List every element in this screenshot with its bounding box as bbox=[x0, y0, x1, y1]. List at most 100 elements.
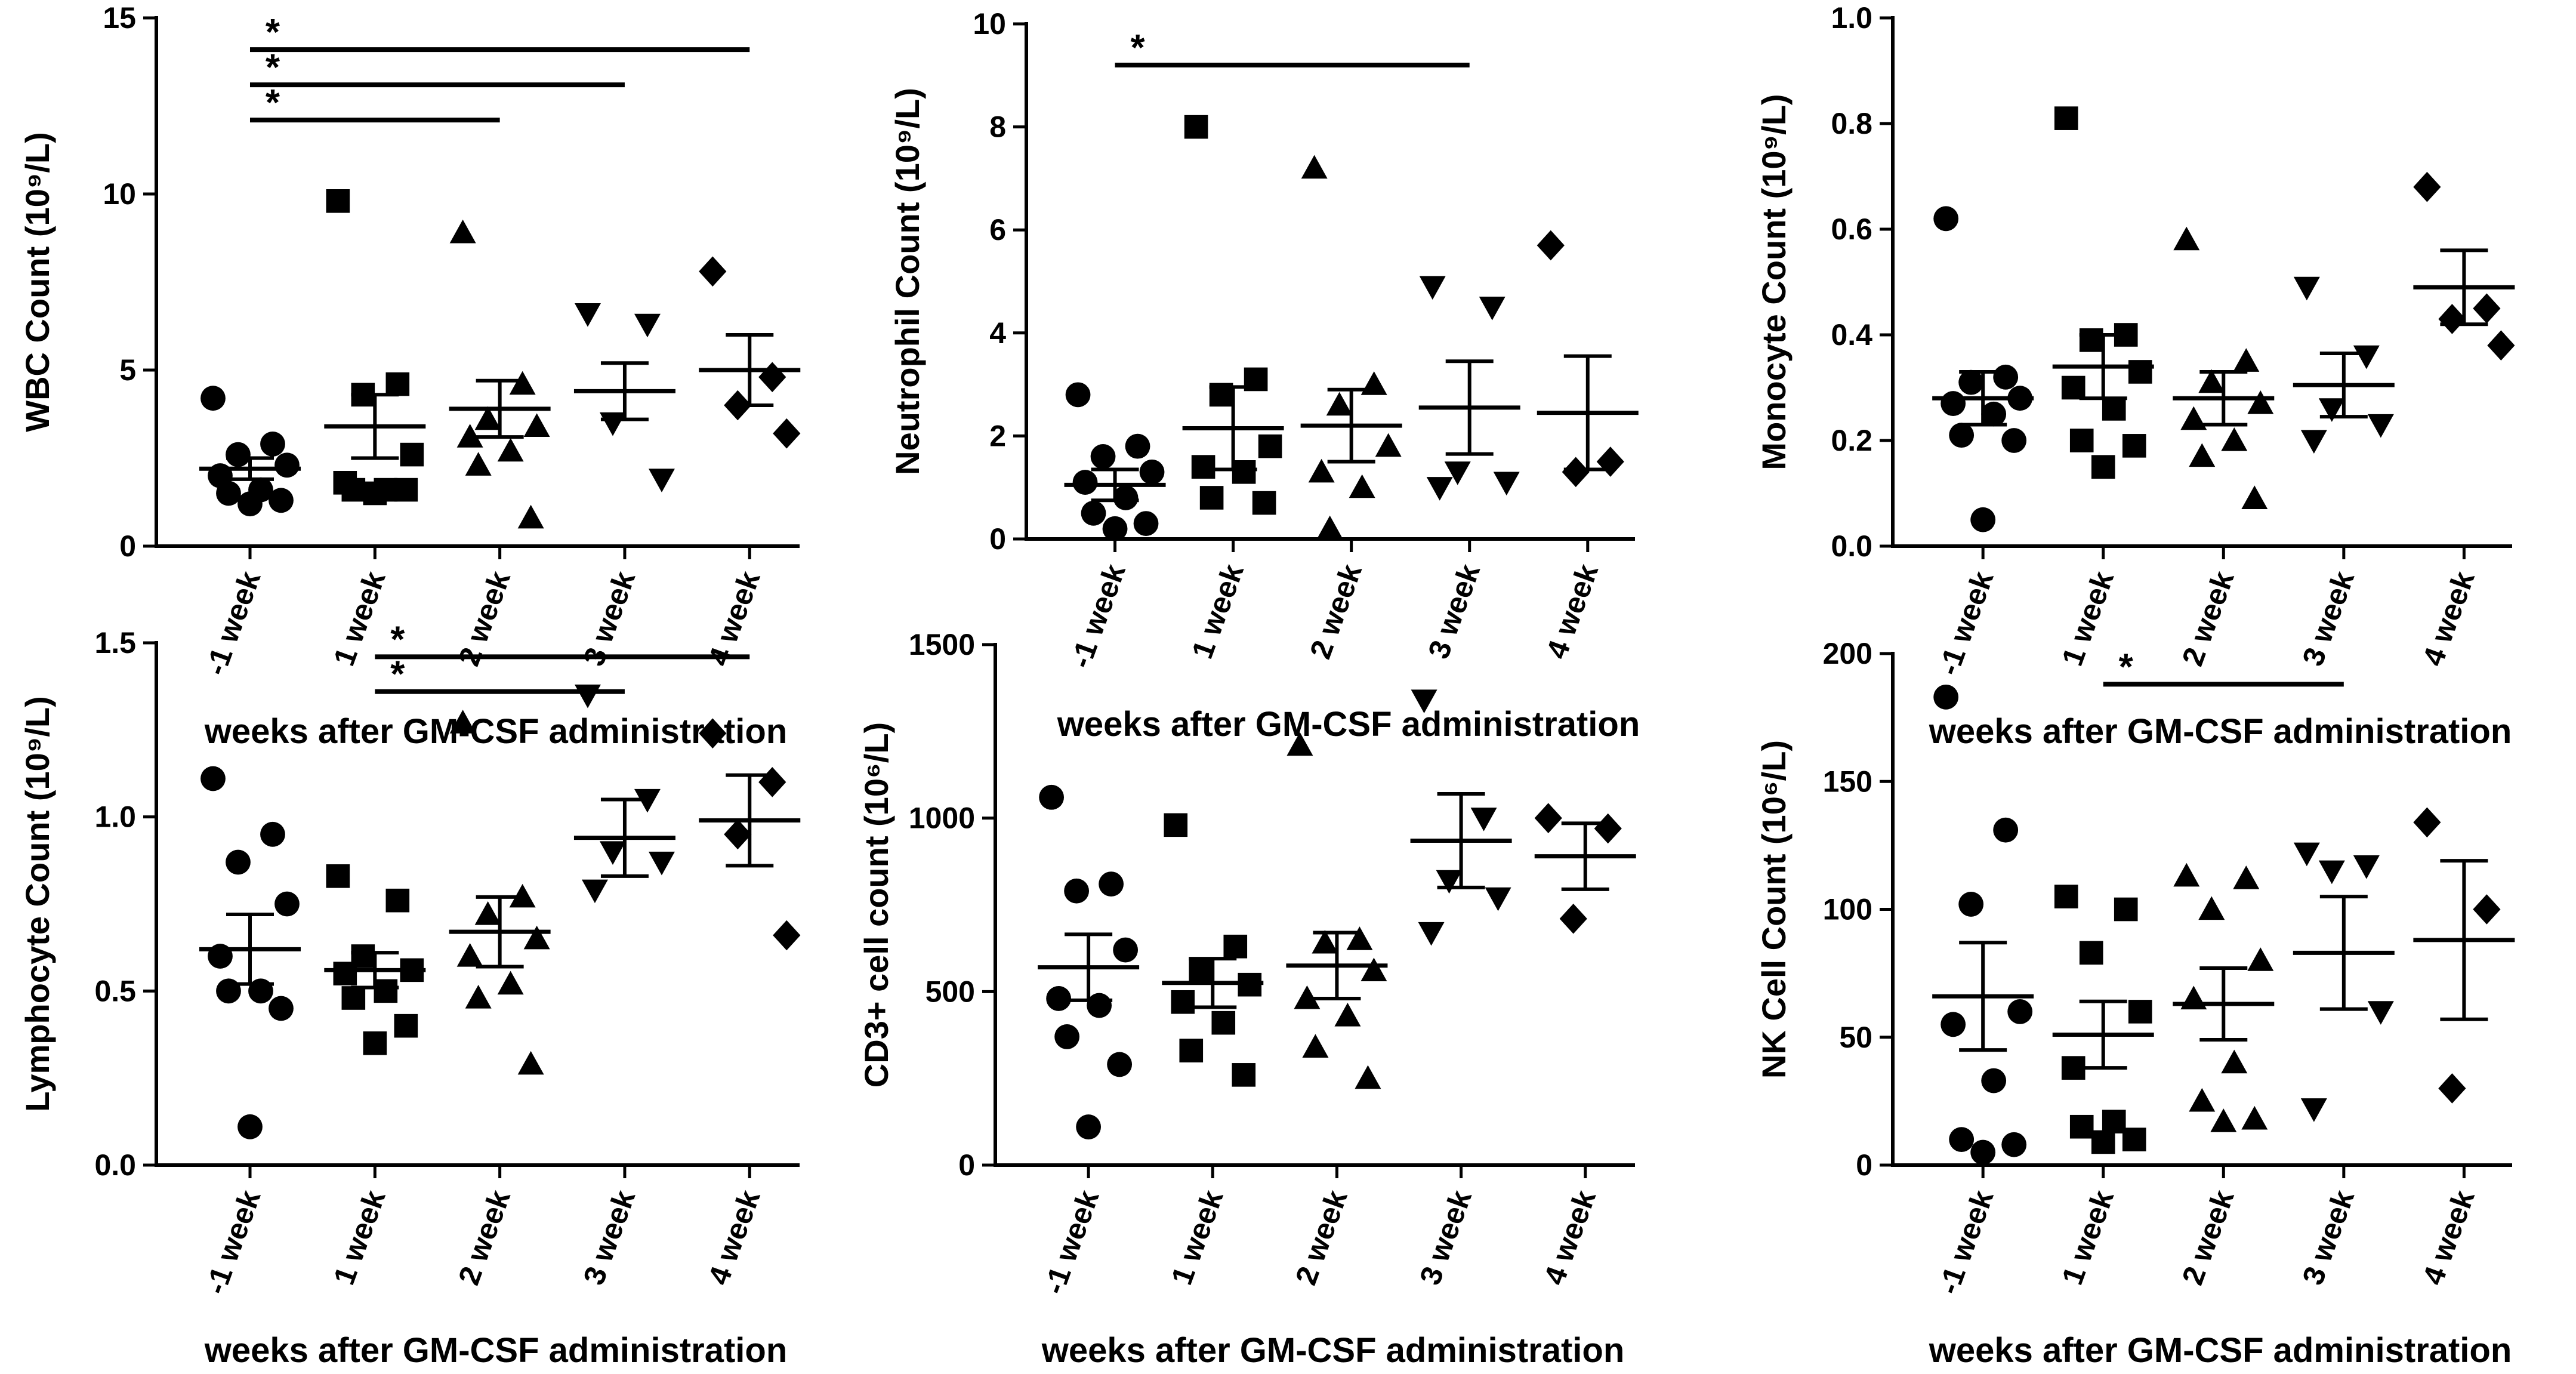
y-tick-label: 500 bbox=[925, 975, 975, 1008]
data-point bbox=[2069, 1114, 2094, 1139]
x-tick-label: -1 week bbox=[199, 566, 267, 679]
data-point bbox=[523, 413, 550, 437]
data-point bbox=[200, 386, 226, 411]
data-point bbox=[1418, 922, 1445, 946]
data-point bbox=[724, 819, 752, 850]
data-point bbox=[1375, 433, 1402, 457]
y-axis-label: CD3+ cell count (10⁶/L) bbox=[857, 722, 895, 1088]
x-tick-label: 3 week bbox=[2296, 1185, 2361, 1289]
data-point bbox=[2221, 427, 2248, 451]
data-point bbox=[509, 371, 536, 395]
data-point bbox=[2318, 860, 2345, 885]
data-point bbox=[394, 477, 418, 502]
data-point bbox=[1199, 486, 1224, 510]
data-point bbox=[497, 971, 524, 995]
data-point bbox=[274, 891, 300, 917]
data-point bbox=[2487, 330, 2515, 361]
data-point bbox=[1113, 937, 1139, 963]
data-point bbox=[2438, 1073, 2466, 1104]
data-point bbox=[2001, 428, 2027, 453]
data-point bbox=[1958, 369, 1984, 395]
data-point bbox=[363, 481, 387, 506]
significance-star: * bbox=[390, 619, 405, 660]
data-point bbox=[237, 1114, 263, 1139]
data-point bbox=[385, 372, 410, 396]
x-tick-label: 4 week bbox=[2416, 1185, 2481, 1289]
data-point bbox=[1562, 457, 1590, 488]
data-point bbox=[333, 962, 357, 985]
data-point bbox=[1191, 455, 1215, 479]
data-point bbox=[2353, 855, 2380, 879]
y-tick-label: 10 bbox=[973, 7, 1006, 41]
data-point bbox=[1559, 903, 1587, 934]
data-point bbox=[517, 1050, 544, 1075]
data-point bbox=[1164, 813, 1188, 837]
x-tick-label: 4 week bbox=[1540, 559, 1605, 663]
data-point bbox=[274, 452, 300, 478]
data-point bbox=[1133, 511, 1159, 537]
x-tick-label: -1 week bbox=[199, 1185, 267, 1298]
y-axis-label: Monocyte Count (10⁹/L) bbox=[1755, 94, 1793, 470]
data-point bbox=[2198, 369, 2225, 393]
data-point bbox=[1316, 515, 1343, 540]
significance-star: * bbox=[266, 47, 280, 88]
data-point bbox=[2293, 276, 2320, 301]
y-tick-label: 0.2 bbox=[1831, 424, 1872, 457]
data-point bbox=[1252, 491, 1276, 515]
data-point bbox=[1933, 206, 1959, 232]
data-point bbox=[1102, 516, 1128, 541]
y-tick-label: 1000 bbox=[909, 802, 975, 835]
x-tick-label: 2 week bbox=[1303, 559, 1368, 663]
data-point bbox=[269, 996, 294, 1021]
data-point bbox=[449, 710, 476, 734]
data-point bbox=[2241, 1105, 2268, 1130]
y-tick-label: 2 bbox=[989, 419, 1006, 452]
y-tick-label: 8 bbox=[989, 110, 1006, 144]
data-point bbox=[2247, 390, 2274, 414]
data-point bbox=[1493, 472, 1520, 496]
data-point bbox=[2413, 807, 2441, 838]
y-tick-label: 200 bbox=[1823, 637, 1872, 670]
data-point bbox=[497, 438, 524, 462]
data-point bbox=[237, 491, 263, 517]
data-point bbox=[2473, 293, 2501, 324]
data-point bbox=[1355, 1065, 1381, 1089]
x-tick-label: 4 week bbox=[2416, 566, 2481, 670]
chart-panel-2: 0 2 4 6 8 10 -1 week 1 week 2 week 3 week 4 week Ne… bbox=[889, 7, 1640, 744]
data-point bbox=[326, 864, 350, 888]
data-point bbox=[456, 424, 483, 448]
data-point bbox=[1933, 684, 1959, 710]
data-point bbox=[1308, 458, 1335, 483]
y-tick-label: 15 bbox=[103, 1, 136, 35]
data-point bbox=[1301, 155, 1328, 179]
data-point bbox=[773, 418, 801, 449]
data-point bbox=[2079, 941, 2103, 965]
x-tick-label: 2 week bbox=[2176, 566, 2241, 670]
data-point bbox=[1411, 689, 1437, 714]
x-tick-label: 1 week bbox=[327, 1185, 392, 1289]
significance-star: * bbox=[266, 12, 280, 53]
data-point bbox=[2091, 455, 2115, 479]
data-point bbox=[2069, 429, 2094, 452]
y-axis-label: WBC Count (10⁹/L) bbox=[18, 132, 56, 432]
data-point bbox=[2473, 894, 2501, 925]
data-point bbox=[1211, 1011, 1236, 1035]
data-point bbox=[1970, 1139, 1996, 1165]
data-point bbox=[474, 901, 501, 925]
data-point bbox=[400, 442, 424, 467]
y-tick-label: 0.8 bbox=[1831, 107, 1872, 140]
data-point bbox=[1302, 1034, 1329, 1058]
data-point bbox=[2122, 434, 2146, 458]
data-point bbox=[2189, 1088, 2216, 1112]
data-point bbox=[574, 303, 601, 327]
y-tick-label: 0.0 bbox=[94, 1148, 136, 1182]
data-point bbox=[374, 979, 398, 1003]
data-point bbox=[1594, 813, 1622, 844]
chart-panel-4: 0.0 0.5 1.0 1.5 -1 week 1 week 2 week 3 week 4 w… bbox=[18, 619, 801, 1370]
y-tick-label: 100 bbox=[1823, 893, 1872, 926]
data-point bbox=[200, 766, 226, 791]
data-point bbox=[2221, 1049, 2248, 1074]
data-point bbox=[1361, 957, 1387, 982]
data-point bbox=[394, 1013, 418, 1038]
data-point bbox=[634, 313, 661, 338]
